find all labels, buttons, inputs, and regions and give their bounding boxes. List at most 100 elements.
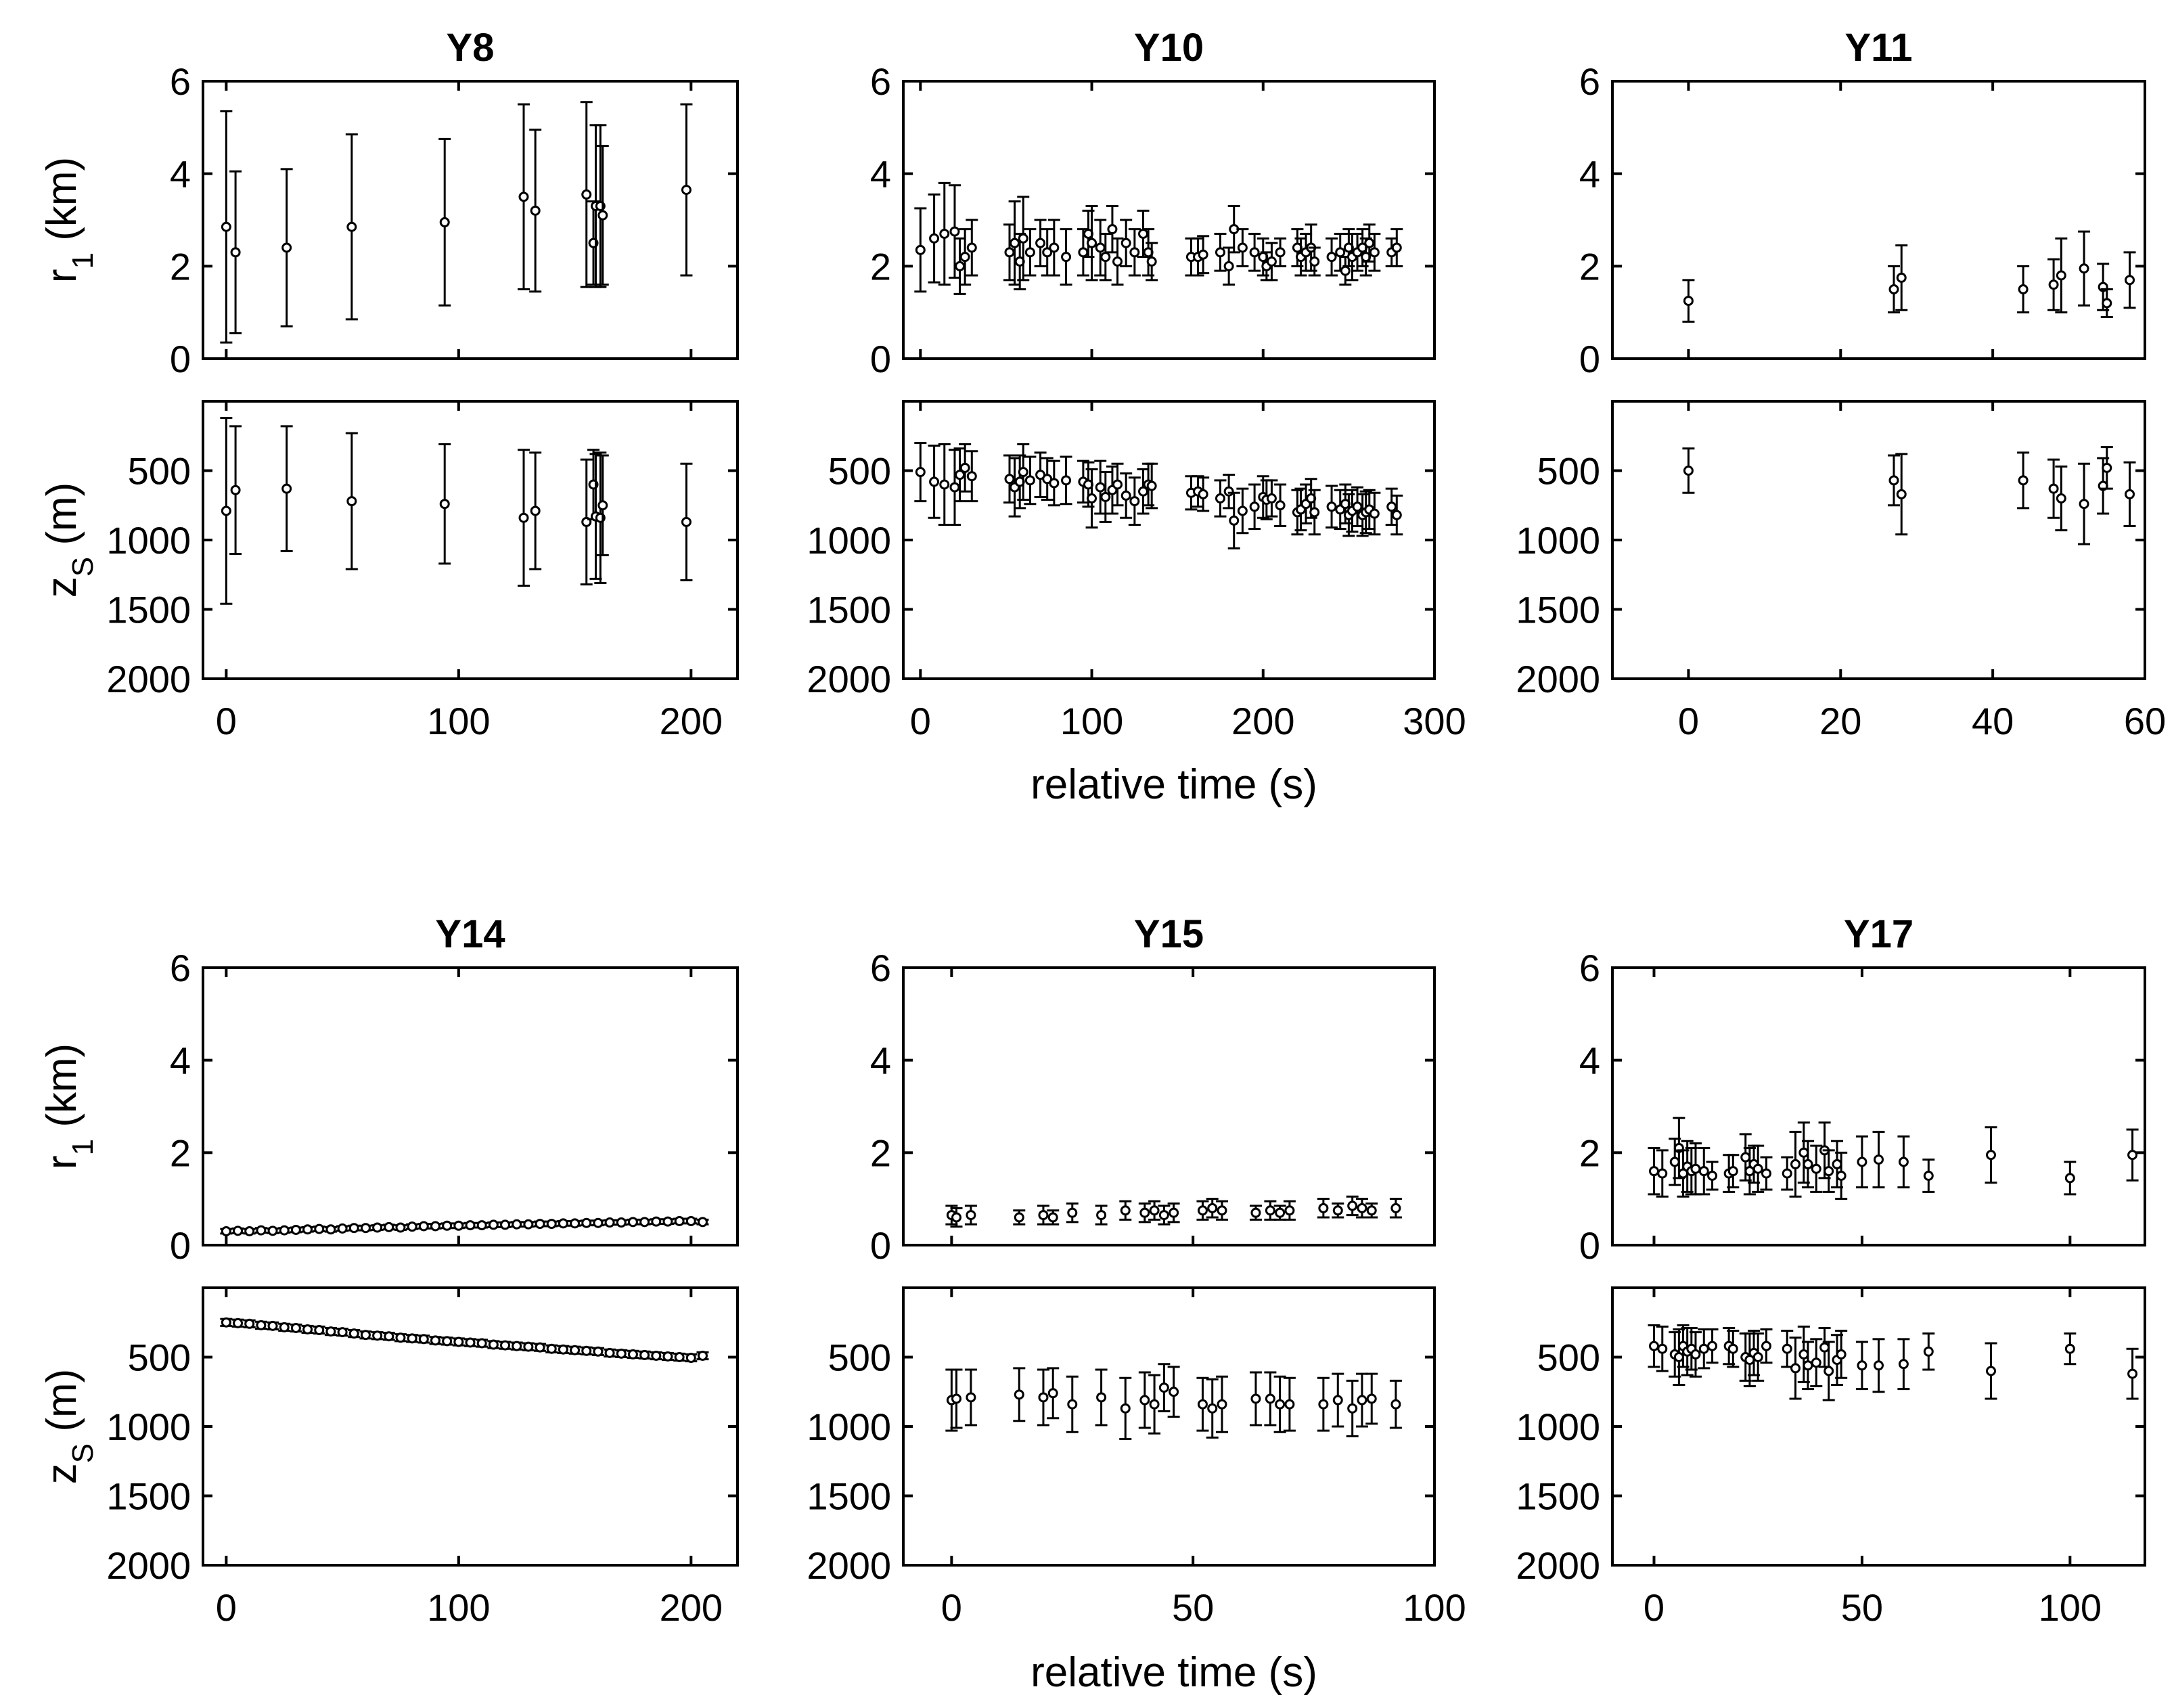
data-point (593, 1346, 604, 1357)
data-point (1049, 478, 1060, 489)
data-point (681, 516, 692, 527)
data-point (1266, 256, 1277, 267)
data-point (604, 1217, 615, 1228)
data-point (1923, 1171, 1934, 1181)
data-point (1332, 1205, 1343, 1216)
data-point (1896, 489, 1907, 499)
y-tick-label: 4 (870, 153, 891, 196)
data-point (558, 1344, 568, 1355)
data-point (1139, 1207, 1150, 1218)
data-point (439, 217, 450, 227)
data-point (627, 1217, 638, 1228)
data-point (546, 1343, 557, 1354)
data-point (546, 1219, 557, 1230)
data-point (1223, 486, 1234, 497)
data-point (1803, 1360, 1813, 1371)
data-point (1014, 1389, 1024, 1400)
data-point (418, 1334, 429, 1345)
data-point (346, 221, 357, 232)
data-point (279, 1225, 290, 1236)
data-point (685, 1353, 696, 1364)
data-point (1024, 475, 1035, 486)
y-tick-label: 2000 (106, 1544, 191, 1587)
data-point (1275, 1399, 1286, 1410)
data-point (1857, 1156, 1867, 1167)
data-point (453, 1220, 464, 1231)
chart-y14: Y14 0 2 4 6 r1 (km) 500 1000 1500 2000 zS (m) 0 100 2… (39, 912, 739, 1629)
data-point (290, 1322, 301, 1333)
plot-area-frame (1611, 80, 2146, 360)
zs-panel: 500 1000 1500 2000 (807, 400, 1436, 700)
data-point (1265, 1393, 1275, 1404)
data-point (1648, 1166, 1659, 1177)
data-point (955, 470, 966, 480)
plot-area-frame (902, 80, 1436, 360)
data-point (442, 1220, 453, 1231)
data-point (959, 462, 970, 473)
y-tick-label: 1000 (106, 519, 191, 562)
data-point (1169, 1387, 1179, 1397)
data-point (558, 1218, 568, 1229)
data-point (2127, 1150, 2138, 1161)
data-point (662, 1351, 673, 1362)
data-point (1207, 1203, 1218, 1213)
data-point (325, 1326, 336, 1337)
y-tick-label: 0 (170, 1224, 191, 1267)
data-point (1120, 1205, 1131, 1216)
x-tick-label: 100 (427, 700, 490, 742)
data-point (1250, 1207, 1261, 1218)
data-point (1318, 1399, 1329, 1410)
data-point (651, 1350, 662, 1361)
plot-area-frame (202, 400, 739, 680)
r1-panel: 0 2 4 6 r1 (km) (39, 947, 739, 1267)
data-point (1129, 496, 1140, 507)
data-point (221, 1317, 231, 1328)
data-point (1923, 1346, 1934, 1357)
y-tick-label: 2 (1579, 1131, 1600, 1174)
data-point (651, 1216, 662, 1227)
data-point (1275, 1207, 1286, 1218)
y-tick-label: 6 (170, 60, 191, 103)
data-point (674, 1215, 685, 1226)
data-point (302, 1224, 313, 1235)
data-point (281, 483, 292, 494)
data-point (1752, 1352, 1763, 1362)
data-point (1284, 1205, 1295, 1216)
y-tick-label: 4 (170, 1039, 191, 1082)
data-point (2079, 499, 2089, 510)
data-point (662, 1216, 673, 1227)
data-point (1149, 1205, 1160, 1216)
data-point (1898, 1156, 1909, 1167)
data-point (1004, 247, 1015, 258)
data-point (1836, 1349, 1847, 1359)
r1-panel: 0 2 4 6 (1579, 60, 2146, 380)
data-point (951, 1393, 961, 1404)
y-tick-label: 500 (128, 1336, 191, 1379)
y-tick-label: 1500 (807, 589, 891, 631)
data-point (1657, 1168, 1668, 1179)
data-point (1832, 1159, 1842, 1169)
data-point (1669, 1156, 1680, 1167)
data-point (1386, 501, 1397, 512)
data-point (281, 242, 292, 253)
data-point (1138, 486, 1149, 497)
y-tick-label: 1000 (807, 1406, 891, 1448)
y-tick-label: 0 (1579, 1224, 1600, 1267)
data-point (1078, 247, 1089, 258)
data-point (233, 1318, 244, 1328)
data-point (1648, 1341, 1659, 1351)
data-point (1049, 242, 1060, 253)
data-point (1024, 247, 1035, 258)
data-point (372, 1330, 383, 1341)
x-tick-label: 200 (660, 700, 723, 742)
y-tick-label: 1500 (807, 1475, 891, 1518)
data-point (1740, 1152, 1751, 1163)
data-point (1857, 1360, 1867, 1371)
data-point (535, 1342, 545, 1353)
data-point (1146, 256, 1157, 267)
data-point (951, 1212, 961, 1223)
data-point (1035, 238, 1046, 248)
data-point (570, 1218, 581, 1229)
data-point (949, 226, 960, 237)
